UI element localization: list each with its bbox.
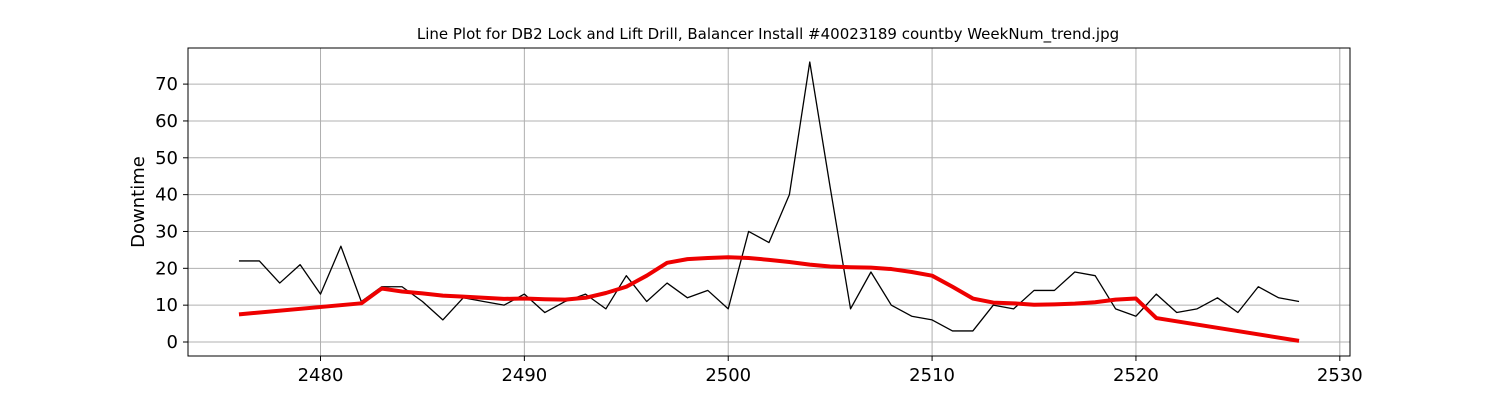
x-tick-label: 2530	[1317, 365, 1363, 386]
y-tick-label: 20	[155, 258, 178, 279]
y-tick-label: 30	[155, 221, 178, 242]
ticks: 2480 2490 2500 2510 2520 2530 0 10 20 30 40 50 60 70	[155, 74, 1363, 386]
y-tick-label: 70	[155, 74, 178, 95]
trend-series-line	[238, 255, 1300, 343]
y-tick-label: 0	[167, 332, 178, 353]
y-tick-label: 10	[155, 295, 178, 316]
grid	[188, 48, 1350, 356]
x-tick-label: 2480	[298, 365, 344, 386]
y-tick-label: 50	[155, 148, 178, 169]
y-tick-label: 60	[155, 111, 178, 132]
x-tick-label: 2490	[501, 365, 547, 386]
chart-title: Line Plot for DB2 Lock and Lift Drill, B…	[417, 25, 1119, 44]
series-layer	[238, 61, 1300, 343]
x-tick-label: 2500	[705, 365, 751, 386]
x-tick-label: 2510	[909, 365, 955, 386]
y-axis-label: Downtime	[128, 156, 149, 248]
y-tick-label: 40	[155, 185, 178, 206]
raw-series-line	[238, 61, 1300, 332]
x-tick-label: 2520	[1113, 365, 1159, 386]
plot-frame	[187, 47, 1351, 357]
